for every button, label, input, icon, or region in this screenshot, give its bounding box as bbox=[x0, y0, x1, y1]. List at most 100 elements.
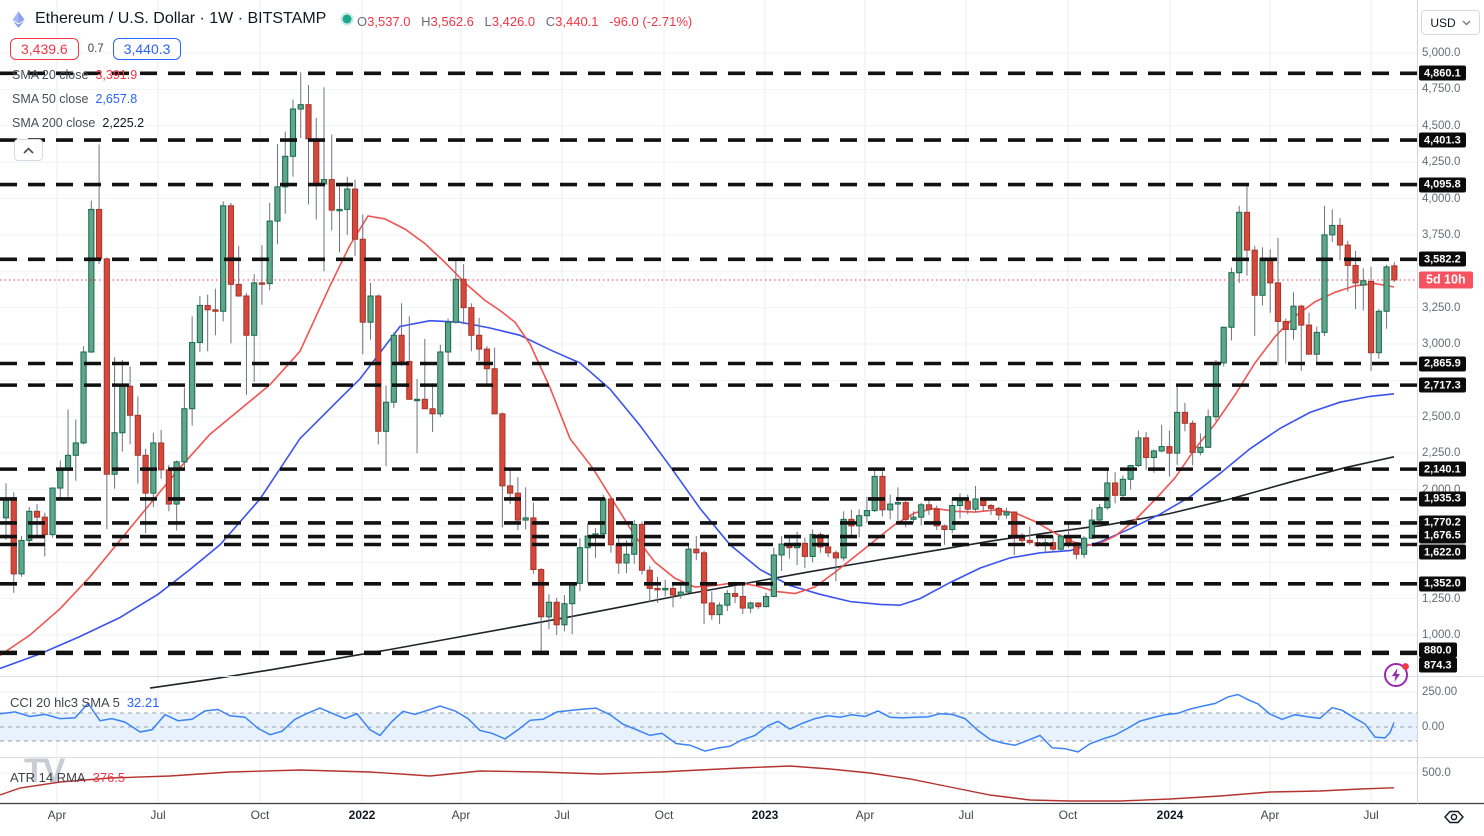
change-value: -96.0 (-2.71%) bbox=[609, 14, 693, 29]
candle bbox=[1135, 430, 1142, 467]
candle bbox=[607, 498, 615, 553]
candle bbox=[328, 134, 335, 231]
price-level-label: 1,676.5 bbox=[1419, 528, 1466, 544]
candle bbox=[1329, 209, 1336, 243]
time-axis-label: Oct bbox=[654, 808, 674, 822]
notification-dot bbox=[1402, 663, 1409, 670]
candle bbox=[189, 316, 196, 426]
candle bbox=[483, 346, 490, 387]
cci-label: CCI 20 hlc3 SMA 5 bbox=[10, 695, 120, 710]
candle bbox=[1274, 237, 1282, 366]
high-value: 3,562.6 bbox=[430, 14, 474, 29]
candle bbox=[871, 468, 878, 513]
candle bbox=[26, 506, 33, 545]
candle bbox=[1166, 430, 1173, 477]
bid-button[interactable]: 3,439.6 bbox=[10, 38, 79, 60]
indicator-row-sma200[interactable]: SMA 200 close 2,225.2 bbox=[12, 116, 144, 130]
candle bbox=[933, 505, 940, 531]
price-scale-label: 4,000.0 bbox=[1422, 192, 1461, 205]
eye-icon-button[interactable] bbox=[1442, 806, 1466, 828]
price-level-label: 1,352.0 bbox=[1419, 576, 1466, 592]
candle bbox=[359, 214, 366, 355]
collapse-indicators-button[interactable] bbox=[14, 139, 43, 161]
time-axis-label: Apr bbox=[1260, 808, 1280, 822]
candle bbox=[1375, 309, 1382, 359]
price-level-label: 4,860.1 bbox=[1419, 65, 1466, 81]
price-scale-label: 3,250.0 bbox=[1422, 301, 1461, 314]
candle bbox=[390, 332, 397, 409]
candle bbox=[351, 179, 359, 256]
candle bbox=[258, 245, 266, 305]
currency-toggle-button[interactable]: USD bbox=[1421, 10, 1480, 35]
candle bbox=[700, 550, 708, 625]
candle bbox=[918, 502, 925, 526]
candle bbox=[1104, 469, 1111, 510]
candle bbox=[1367, 266, 1375, 371]
price-scale-label: 1,250.0 bbox=[1422, 592, 1461, 605]
time-axis-label: 2024 bbox=[1156, 808, 1184, 822]
indicator-row-cci[interactable]: CCI 20 hlc3 SMA 5 32.21 bbox=[10, 695, 159, 710]
candle bbox=[1313, 326, 1320, 364]
eye-icon bbox=[1444, 810, 1464, 824]
sma50-label: SMA 50 close bbox=[12, 92, 89, 106]
candle bbox=[158, 429, 165, 479]
candle bbox=[662, 579, 669, 597]
candle bbox=[1057, 534, 1064, 552]
candle bbox=[289, 99, 297, 177]
candle bbox=[1305, 312, 1313, 355]
candle bbox=[382, 385, 390, 467]
candle bbox=[825, 538, 832, 558]
open-label: O bbox=[357, 14, 368, 29]
candle bbox=[1158, 424, 1165, 453]
candle bbox=[452, 259, 459, 324]
ohlc-readout: O3,537.0 H3,562.6 L3,426.0 C3,440.1 -96.… bbox=[357, 14, 692, 29]
sma200-line bbox=[149, 456, 1395, 689]
price-level-label: 4,095.8 bbox=[1419, 177, 1466, 193]
indicator-row-sma50[interactable]: SMA 50 close 2,657.8 bbox=[12, 92, 137, 106]
candle bbox=[235, 245, 242, 297]
candle bbox=[367, 282, 374, 340]
indicator-row-atr[interactable]: ATR 14 RMA 376.5 bbox=[10, 770, 125, 785]
ask-button[interactable]: 3,440.3 bbox=[112, 38, 182, 60]
indicator-row-sma20[interactable]: SMA 20 close 3,391.9 bbox=[12, 68, 137, 82]
candle bbox=[576, 538, 584, 592]
currency-label: USD bbox=[1430, 15, 1456, 30]
time-axis-label: Jul bbox=[1363, 808, 1379, 822]
horizontal-level-lines[interactable] bbox=[0, 71, 1417, 656]
lightning-circle-icon bbox=[1384, 663, 1408, 687]
close-label: C bbox=[545, 14, 556, 29]
candle bbox=[972, 485, 979, 512]
bid-ask-row: 3,439.6 0.7 3,440.3 bbox=[10, 38, 182, 60]
time-axis-label: 2022 bbox=[348, 808, 376, 822]
cci-value: 32.21 bbox=[126, 695, 160, 710]
symbol-title-row[interactable]: Ethereum / U.S. Dollar · 1W · BITSTAMP bbox=[10, 10, 354, 28]
sma50-value: 2,657.8 bbox=[95, 92, 138, 106]
candle bbox=[522, 487, 529, 530]
price-scale-label: 1,000.0 bbox=[1422, 629, 1461, 641]
bid-price: 3,439.6 bbox=[21, 41, 68, 57]
tradingview-watermark: TV bbox=[24, 752, 65, 790]
candle bbox=[491, 347, 498, 415]
main-chart-pane[interactable] bbox=[0, 0, 1417, 803]
time-axis-label: Apr bbox=[855, 808, 875, 822]
candle bbox=[739, 584, 746, 614]
candle bbox=[669, 585, 677, 608]
candle bbox=[406, 316, 413, 400]
price-scale-label: 5,000.0 bbox=[1422, 47, 1461, 59]
candle bbox=[910, 511, 917, 523]
low-value: 3,426.0 bbox=[491, 14, 536, 29]
candle bbox=[949, 498, 956, 534]
candle bbox=[1236, 205, 1243, 283]
candle bbox=[103, 257, 110, 530]
price-level-label: 1,770.2 bbox=[1419, 515, 1466, 531]
candle bbox=[1228, 267, 1235, 341]
candle bbox=[1088, 509, 1095, 539]
candle bbox=[212, 288, 219, 336]
lightning-alert-button[interactable] bbox=[1382, 659, 1412, 689]
close-value: 3,440.1 bbox=[555, 14, 599, 29]
candle bbox=[444, 318, 452, 365]
candle bbox=[995, 506, 1002, 521]
candle bbox=[344, 176, 351, 235]
candle bbox=[708, 591, 715, 620]
